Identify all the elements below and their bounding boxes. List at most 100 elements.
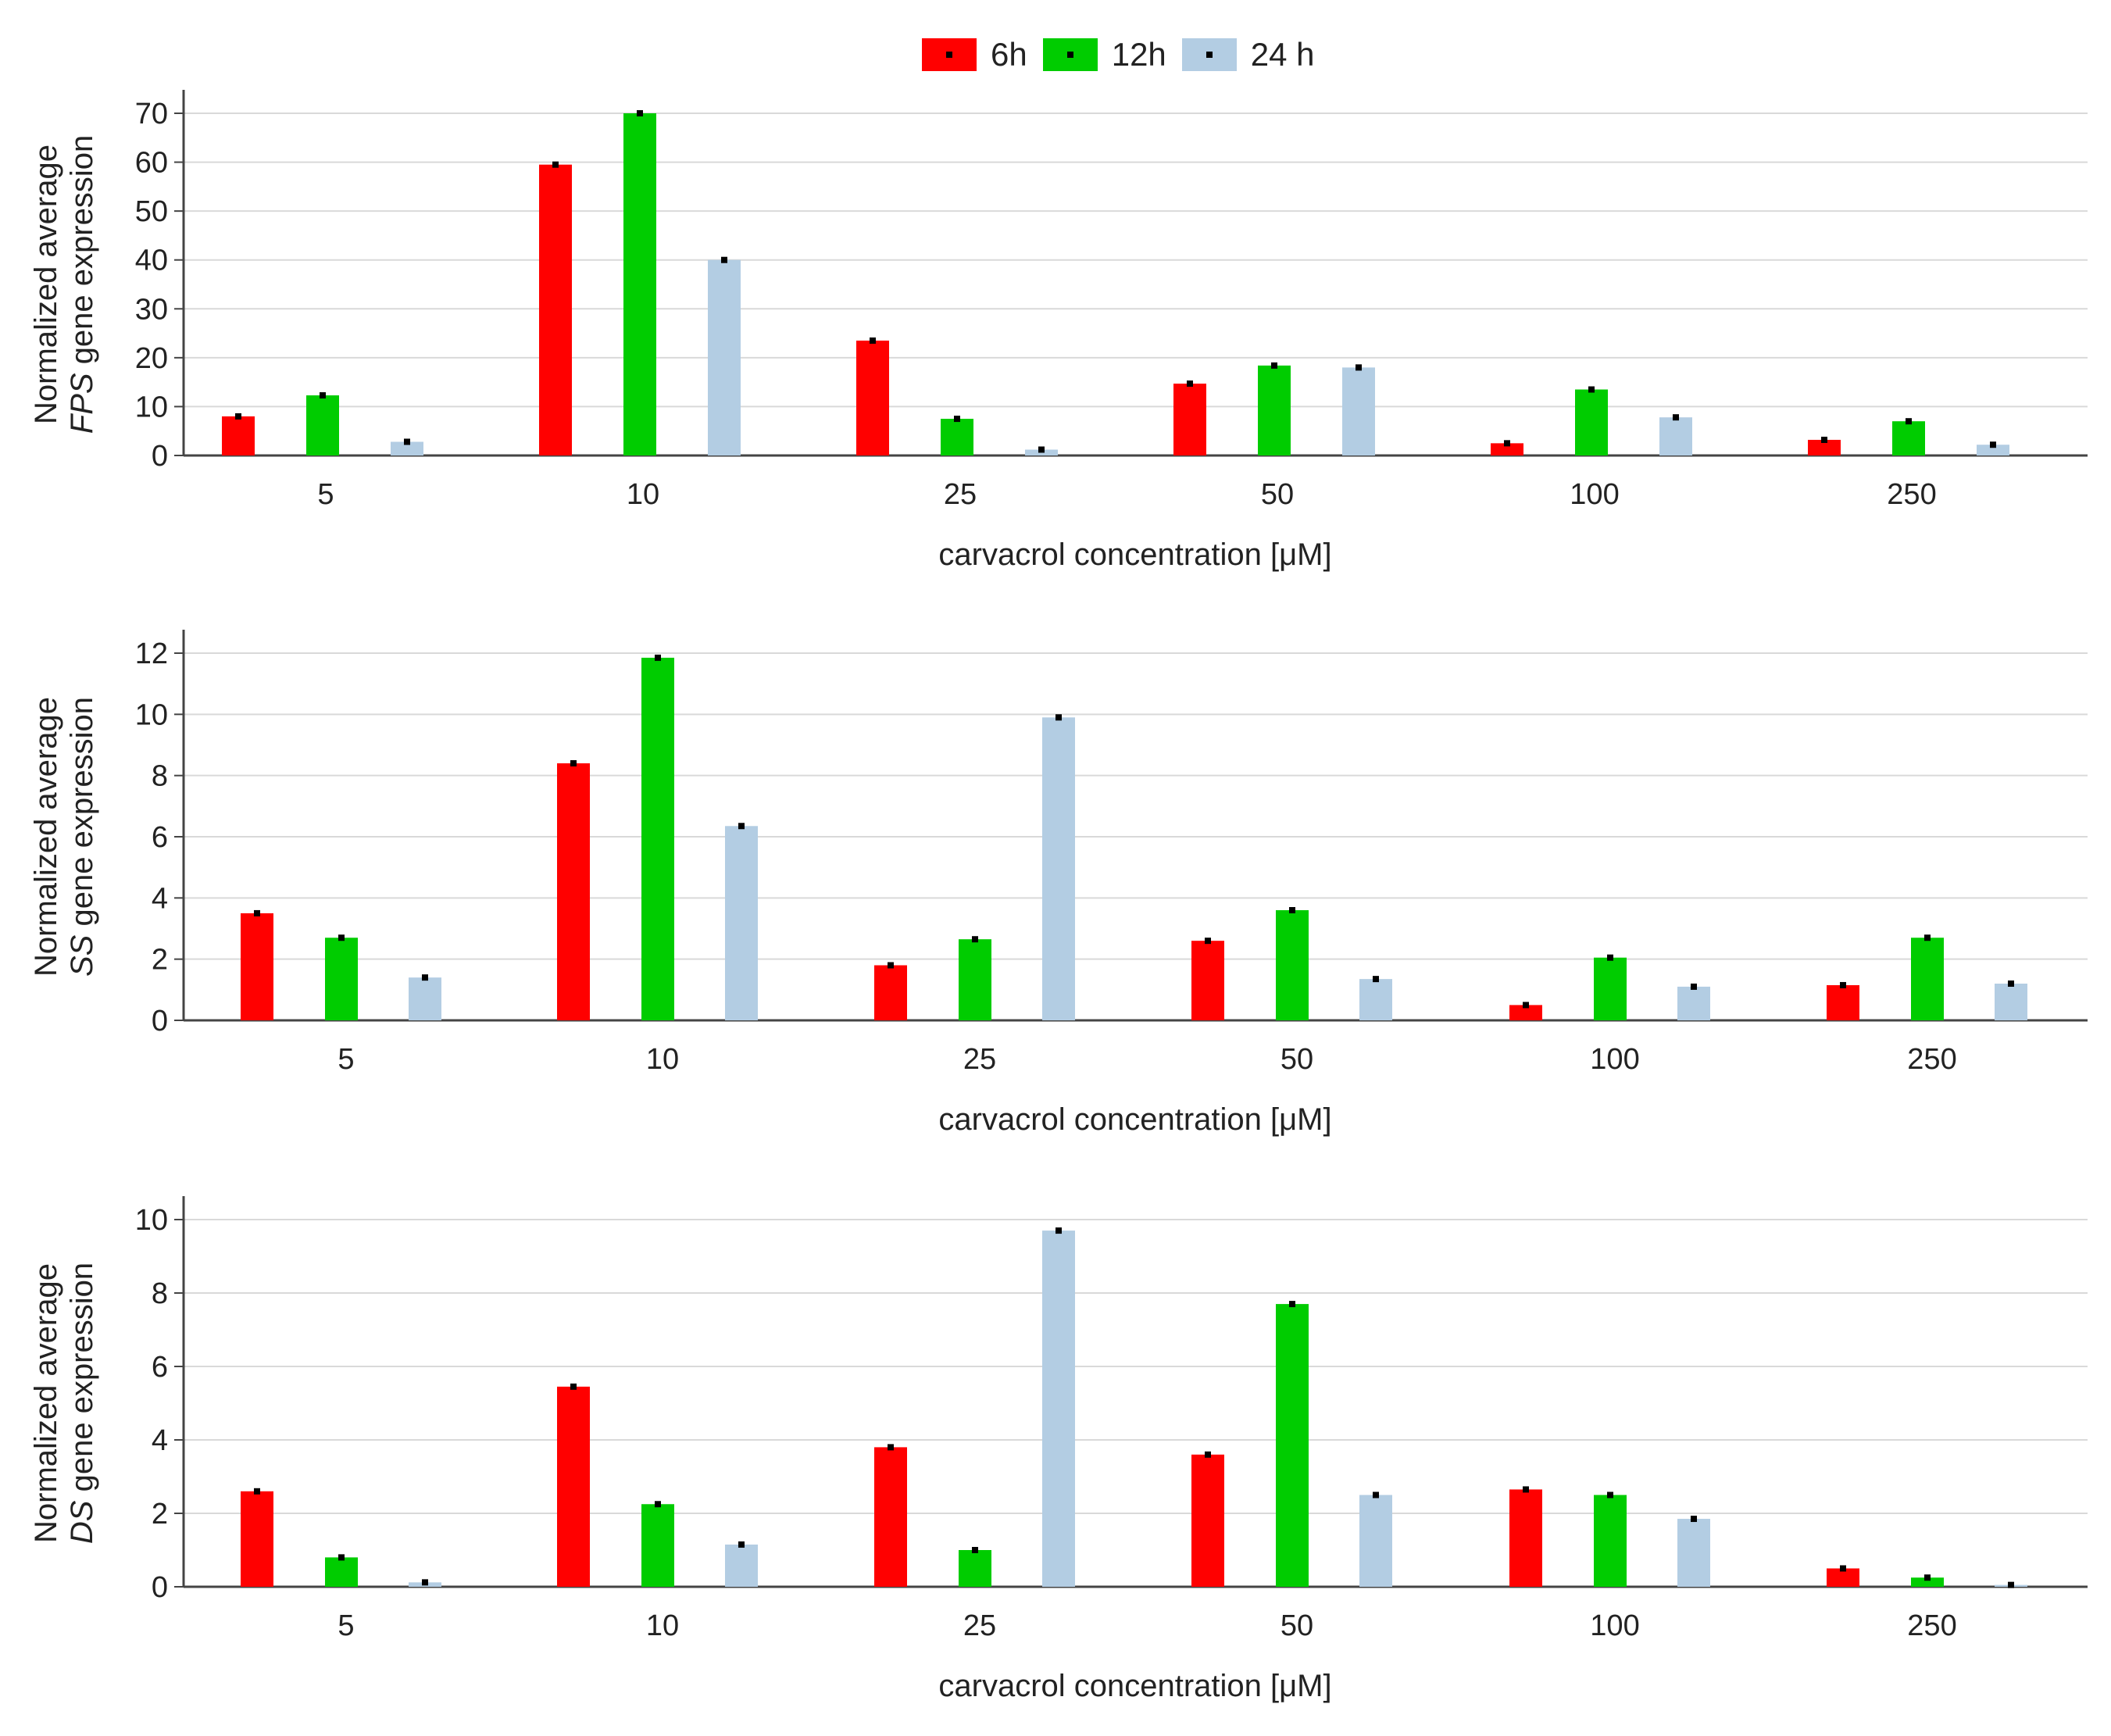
x-tick-label: 50 [1281,1609,1313,1642]
x-tick-label: 250 [1887,478,1936,511]
x-tick-label: 25 [944,478,977,511]
error-marker [1588,386,1595,393]
bar-24h-250 [1995,984,2027,1020]
bar-12h-25 [941,419,973,455]
bar-24h-50 [1359,1495,1392,1587]
error-marker [1840,1565,1846,1572]
x-tick-label: 10 [646,1609,679,1642]
bar-6h-50 [1191,1454,1224,1587]
y-tick-label: 4 [152,1424,168,1457]
legend-item-6h: 6h [922,36,1027,73]
bar-6h-5 [222,416,255,455]
x-tick-label: 25 [963,1609,996,1642]
y-tick-label: 30 [135,293,168,326]
error-marker [1906,418,1912,425]
error-marker [1289,907,1295,913]
error-marker [254,909,260,916]
error-marker [1607,954,1613,961]
x-tick-label: 50 [1281,1043,1313,1076]
error-marker [1924,1574,1931,1581]
chart-panel-3: 0 2 4 6 8 10 5 10 25 50 100 250 carvacrol concentrat… [29,1196,2088,1703]
bar-24h-25 [1042,717,1075,1020]
y-tick-label: 6 [152,1351,168,1384]
error-marker [637,110,643,116]
error-marker [2008,1581,2014,1588]
error-marker [1691,983,1697,990]
bar-12h-50 [1276,1304,1309,1587]
error-marker [1373,976,1379,983]
bar-6h-100 [1509,1489,1542,1587]
chart-panel-2: 0 2 4 6 8 10 12 5 10 25 50 100 250 carvacrol concentr… [29,630,2088,1137]
bar-24h-50 [1342,367,1375,455]
error-marker [1924,934,1931,941]
bar-12h-100 [1594,1495,1627,1587]
x-tick-label: 10 [627,478,659,511]
bar-24h-5 [391,441,423,455]
bar-24h-100 [1677,1519,1710,1587]
y-tick-label: 20 [135,342,168,375]
error-marker [1607,1491,1613,1498]
y-tick-label: 2 [152,944,168,977]
error-marker [2008,981,2014,987]
bar-12h-250 [1892,421,1925,455]
x-axis-label: carvacrol concentration [μM] [938,1102,1331,1137]
error-marker [1356,364,1362,371]
error-marker [422,974,428,981]
error-marker [1691,1516,1697,1523]
bar-12h-5 [325,938,358,1020]
y-tick-label: 50 [135,195,168,228]
bar-12h-25 [959,939,991,1020]
error-marker [738,1541,745,1548]
bar-12h-100 [1575,389,1608,455]
bar-6h-250 [1827,984,1859,1020]
legend-label-12h: 12h [1111,36,1166,73]
error-marker [954,416,960,423]
error-marker [552,161,559,168]
bar-12h-5 [306,395,339,455]
x-tick-label: 100 [1590,1609,1639,1642]
legend-label-6h: 6h [991,36,1027,73]
bar-24h-250 [1977,445,2009,455]
y-tick-label: 10 [135,698,168,731]
y-tick-label: 0 [152,1571,168,1604]
legend: 6h 12h 24 h [922,33,1331,77]
y-tick-label: 4 [152,882,168,915]
error-marker [422,1579,428,1586]
bar-6h-25 [874,1447,907,1587]
y-tick-label: 10 [135,1204,168,1237]
y-tick-label: 0 [152,440,168,473]
error-marker [1056,1227,1062,1234]
bar-6h-250 [1808,439,1841,455]
error-marker [972,1547,978,1553]
error-marker [1289,1301,1295,1308]
y-tick-label: 0 [152,1005,168,1038]
legend-swatch-6h [922,38,977,71]
chart-panel-1: 0 10 20 30 40 50 60 70 5 10 25 50 100 250 carvacrol co… [29,90,2088,572]
bar-6h-50 [1191,941,1224,1020]
error-marker [1271,362,1277,369]
legend-swatch-12h [1042,38,1098,71]
y-tick-label: 8 [152,1277,168,1310]
error-marker [1504,440,1510,447]
y-tick-label: 60 [135,147,168,180]
bar-6h-100 [1491,443,1523,455]
bar-12h-10 [641,1504,674,1587]
bar-24h-100 [1659,417,1692,455]
y-axis-label: Normalized averageSS gene expression [29,697,99,977]
y-tick-label: 6 [152,821,168,854]
x-axis-label: carvacrol concentration [μM] [938,1669,1331,1703]
bar-24h-100 [1677,986,1710,1020]
error-marker [570,1383,577,1390]
bar-24h-25 [1042,1231,1075,1587]
error-marker [888,1444,894,1451]
bar-12h-10 [623,113,656,455]
x-tick-label: 10 [646,1043,679,1076]
bar-24h-10 [708,259,741,455]
y-axis-label: Normalized averageFPS gene expression [29,135,99,434]
error-marker [1990,441,1996,448]
y-tick-label: 10 [135,391,168,423]
error-marker [1840,981,1846,988]
bar-24h-10 [725,826,758,1020]
y-tick-label: 2 [152,1498,168,1531]
error-marker [972,936,978,943]
